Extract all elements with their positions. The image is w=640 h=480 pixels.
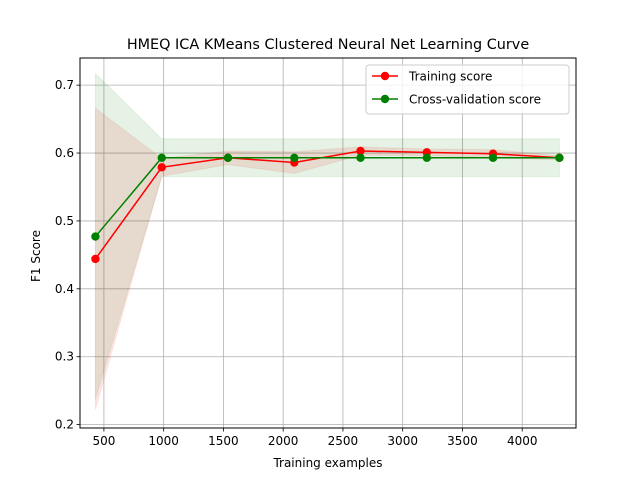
cross-validation-score-point bbox=[91, 232, 100, 241]
cross-validation-score-point bbox=[555, 153, 564, 162]
series-lines bbox=[91, 146, 564, 264]
y-tick-label: 0.5 bbox=[55, 214, 74, 228]
cross-validation-score-point bbox=[356, 153, 365, 162]
legend-label-cross-validation-score: Cross-validation score bbox=[409, 93, 541, 107]
x-tick-label: 500 bbox=[92, 434, 115, 448]
legend-box bbox=[365, 64, 570, 115]
cross-validation-score-point bbox=[488, 153, 498, 162]
x-tick-label: 4000 bbox=[507, 434, 538, 448]
cross-validation-score-point bbox=[223, 153, 233, 162]
legend-marker-training-score bbox=[380, 71, 390, 81]
x-tick-label: 3500 bbox=[447, 434, 478, 448]
y-tick-label: 0.3 bbox=[55, 350, 74, 364]
confidence-bands bbox=[94, 72, 560, 410]
legend-items: Training score Cross-validation score bbox=[372, 70, 541, 107]
axes bbox=[79, 57, 577, 429]
cross-validation-score-band bbox=[94, 72, 560, 400]
x-tick-label: 2500 bbox=[328, 434, 359, 448]
x-tick-label: 3000 bbox=[387, 434, 418, 448]
legend-marker-cross-validation-score bbox=[380, 94, 390, 104]
training-score-point bbox=[157, 163, 166, 172]
cross-validation-score-point bbox=[422, 153, 432, 162]
training-score-point bbox=[91, 254, 100, 264]
training-score-line bbox=[94, 150, 560, 260]
y-tick-label: 0.7 bbox=[55, 78, 74, 92]
training-score-point bbox=[356, 146, 365, 156]
y-tick-label: 0.4 bbox=[55, 282, 74, 296]
x-tick-label: 1000 bbox=[148, 434, 179, 448]
legend-label-training-score: Training score bbox=[408, 70, 492, 84]
x-tick-label: 1500 bbox=[208, 434, 239, 448]
y-tick-label: 0.2 bbox=[55, 418, 74, 432]
cross-validation-score-line bbox=[94, 157, 560, 238]
y-axis-label: F1 Score bbox=[29, 230, 43, 282]
cross-validation-score-point bbox=[157, 153, 166, 162]
y-tick-label: 0.6 bbox=[55, 146, 74, 160]
cross-validation-score-point bbox=[290, 153, 299, 162]
tick-layer: 500 1000 1500 2000 2500 3000 3500 4000 0.2 0.3 0.4… bbox=[55, 78, 538, 448]
chart-title: HMEQ ICA KMeans Clustered Neural Net Lea… bbox=[127, 37, 530, 53]
plot-frame bbox=[79, 57, 577, 429]
legend: Training score Cross-validation score bbox=[365, 64, 570, 115]
x-tick-label: 2000 bbox=[268, 434, 299, 448]
x-axis-label: Training examples bbox=[272, 456, 382, 470]
